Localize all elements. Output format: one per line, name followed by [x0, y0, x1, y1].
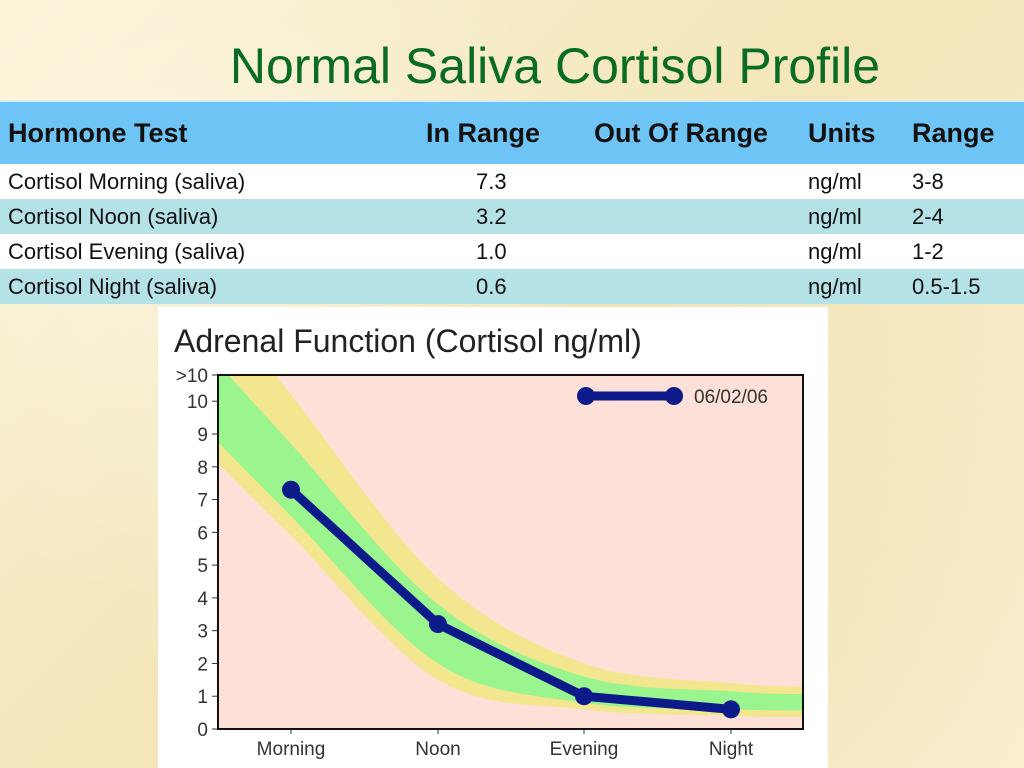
- y-tick-label: 1: [197, 687, 208, 708]
- y-tick-label: 0: [197, 720, 208, 741]
- y-tick-label: 6: [197, 523, 208, 544]
- header-out-of-range: Out Of Range: [586, 100, 800, 164]
- y-tick-label: 5: [197, 556, 208, 577]
- y-tick-label: 4: [197, 589, 208, 610]
- cell-out-of-range: [586, 234, 800, 269]
- y-tick-label: 2: [197, 654, 208, 675]
- table-header-row: Hormone Test In Range Out Of Range Units…: [0, 100, 1024, 164]
- cell-out-of-range: [586, 199, 800, 234]
- cell-range: 3-8: [904, 164, 1024, 199]
- x-tick-label: Evening: [550, 739, 619, 760]
- x-tick-label: Noon: [415, 739, 460, 760]
- header-units: Units: [800, 100, 904, 164]
- chart-title: Adrenal Function (Cortisol ng/ml): [174, 323, 642, 359]
- y-tick-label: 3: [197, 622, 208, 643]
- data-point: [722, 700, 740, 719]
- plot-frame: [217, 374, 804, 730]
- cell-test: Cortisol Evening (saliva): [0, 234, 418, 269]
- cell-out-of-range: [586, 164, 800, 199]
- y-tick-label: >10: [176, 366, 208, 387]
- y-tick-label: 7: [197, 491, 208, 512]
- page-title: Normal Saliva Cortisol Profile: [229, 38, 881, 94]
- x-axis-ticks: Morning Noon Evening Night: [257, 729, 754, 760]
- series-layer: [282, 480, 740, 719]
- cell-units: ng/ml: [800, 199, 904, 234]
- y-tick-label: 8: [197, 458, 208, 479]
- cell-units: ng/ml: [800, 164, 904, 199]
- cell-test: Cortisol Night (saliva): [0, 269, 418, 304]
- cell-in-range: 7.3: [418, 164, 586, 199]
- header-hormone-test: Hormone Test: [0, 100, 418, 164]
- chart-panel: Adrenal Function (Cortisol ng/ml) 0 1 2 3 4 5…: [158, 307, 828, 768]
- normal-range-bands: [218, 375, 803, 718]
- legend-marker: [665, 387, 683, 405]
- cell-range: 2-4: [904, 199, 1024, 234]
- data-point: [282, 480, 300, 499]
- table-row: Cortisol Evening (saliva) 1.0 ng/ml 1-2: [0, 234, 1024, 269]
- table-row: Cortisol Noon (saliva) 3.2 ng/ml 2-4: [0, 199, 1024, 234]
- cell-in-range: 0.6: [418, 269, 586, 304]
- cell-out-of-range: [586, 269, 800, 304]
- cell-range: 1-2: [904, 234, 1024, 269]
- header-range: Range: [904, 100, 1024, 164]
- data-point: [575, 687, 593, 706]
- results-table: Hormone Test In Range Out Of Range Units…: [0, 100, 1024, 304]
- legend: 06/02/06: [577, 387, 768, 408]
- series-line: [286, 485, 736, 714]
- y-tick-label: 9: [197, 425, 208, 446]
- inner-range-band: [218, 375, 803, 711]
- cortisol-chart: Adrenal Function (Cortisol ng/ml) 0 1 2 3 4 5…: [174, 323, 804, 760]
- cell-units: ng/ml: [800, 269, 904, 304]
- cell-range: 0.5-1.5: [904, 269, 1024, 304]
- y-axis-ticks: 0 1 2 3 4 5 6 7 8 9 10 >10: [176, 366, 218, 741]
- data-point: [429, 615, 447, 634]
- y-tick-label: 10: [187, 392, 208, 413]
- x-tick-label: Morning: [257, 739, 326, 760]
- x-tick-label: Night: [709, 739, 754, 760]
- cell-test: Cortisol Noon (saliva): [0, 199, 418, 234]
- legend-label: 06/02/06: [694, 387, 768, 408]
- table-row: Cortisol Morning (saliva) 7.3 ng/ml 3-8: [0, 164, 1024, 199]
- legend-marker: [577, 387, 595, 405]
- header-in-range: In Range: [418, 100, 586, 164]
- cell-in-range: 1.0: [418, 234, 586, 269]
- cell-units: ng/ml: [800, 234, 904, 269]
- cell-test: Cortisol Morning (saliva): [0, 164, 418, 199]
- table-row: Cortisol Night (saliva) 0.6 ng/ml 0.5-1.…: [0, 269, 1024, 304]
- cell-in-range: 3.2: [418, 199, 586, 234]
